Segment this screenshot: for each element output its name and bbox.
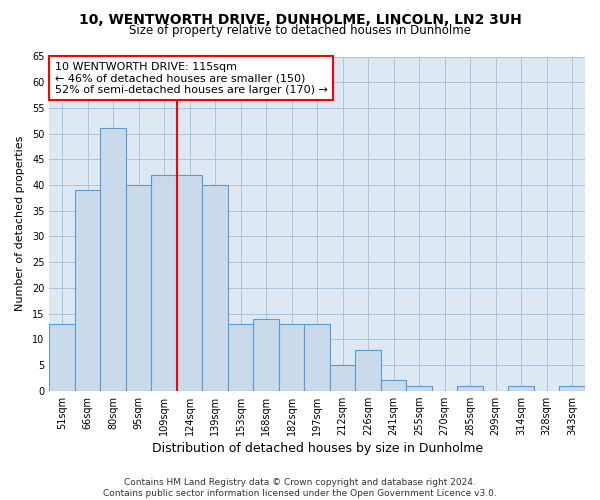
Bar <box>75 190 100 390</box>
Bar <box>381 380 406 390</box>
Bar <box>253 318 279 390</box>
Bar <box>559 386 585 390</box>
Bar <box>304 324 330 390</box>
Bar <box>330 365 355 390</box>
Text: Size of property relative to detached houses in Dunholme: Size of property relative to detached ho… <box>129 24 471 37</box>
Bar <box>126 185 151 390</box>
Bar <box>457 386 483 390</box>
Bar <box>355 350 381 391</box>
Bar <box>151 175 177 390</box>
Bar <box>508 386 534 390</box>
Text: Contains HM Land Registry data © Crown copyright and database right 2024.
Contai: Contains HM Land Registry data © Crown c… <box>103 478 497 498</box>
Y-axis label: Number of detached properties: Number of detached properties <box>15 136 25 312</box>
Bar <box>279 324 304 390</box>
Text: 10 WENTWORTH DRIVE: 115sqm
← 46% of detached houses are smaller (150)
52% of sem: 10 WENTWORTH DRIVE: 115sqm ← 46% of deta… <box>55 62 328 94</box>
X-axis label: Distribution of detached houses by size in Dunholme: Distribution of detached houses by size … <box>152 442 483 455</box>
Bar <box>100 128 126 390</box>
Bar <box>177 175 202 390</box>
Text: 10, WENTWORTH DRIVE, DUNHOLME, LINCOLN, LN2 3UH: 10, WENTWORTH DRIVE, DUNHOLME, LINCOLN, … <box>79 12 521 26</box>
Bar <box>49 324 75 390</box>
Bar <box>228 324 253 390</box>
Bar <box>406 386 432 390</box>
Bar <box>202 185 228 390</box>
